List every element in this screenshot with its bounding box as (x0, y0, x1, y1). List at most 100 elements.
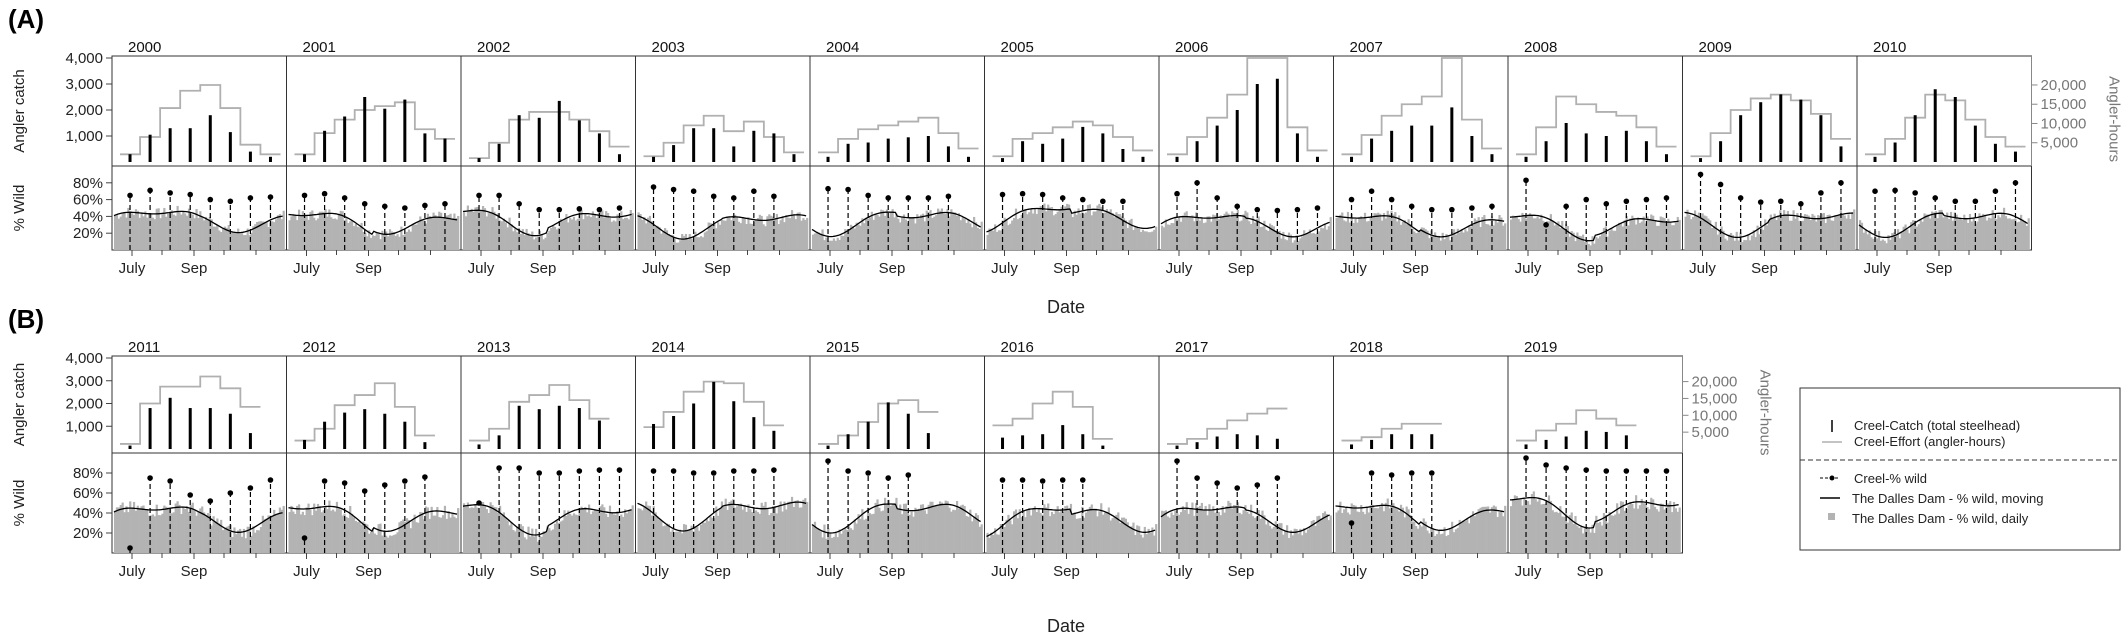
daily-wild-bar (815, 528, 818, 553)
daily-wild-bar (276, 513, 280, 553)
daily-wild-bar (1671, 225, 1674, 250)
daily-wild-bar (605, 513, 608, 553)
daily-wild-bar (588, 504, 591, 553)
daily-wild-bar (1090, 504, 1093, 553)
daily-wild-bar (1544, 503, 1547, 553)
daily-wild-bar (140, 213, 143, 250)
daily-wild-bar (1210, 509, 1213, 553)
daily-wild-bar (136, 210, 139, 250)
daily-wild-bar (1343, 220, 1346, 250)
creel-wild-point (730, 468, 737, 474)
daily-wild-bar (402, 519, 405, 553)
x-tick-label: Sep (1228, 260, 1255, 277)
daily-wild-bar (1128, 220, 1131, 250)
daily-wild-bar (1822, 213, 1825, 250)
daily-wild-bar (1344, 221, 1348, 250)
daily-wild-bar (897, 218, 900, 250)
daily-wild-bar (267, 515, 270, 553)
daily-wild-bar (239, 233, 242, 250)
daily-wild-bar (1612, 230, 1615, 250)
daily-wild-bar (751, 224, 754, 250)
daily-wild-bar (1595, 237, 1598, 250)
daily-wild-bar (707, 521, 710, 553)
daily-wild-bar (1196, 507, 1200, 553)
daily-wild-bar (1064, 506, 1067, 553)
daily-wild-bar (1009, 223, 1012, 250)
daily-wild-bar (438, 211, 441, 250)
daily-wild-bar (1111, 213, 1114, 250)
daily-wild-bar (1659, 216, 1662, 250)
daily-wild-bar (246, 526, 249, 553)
daily-wild-bar (417, 221, 420, 250)
creel-wild-point (1120, 198, 1126, 205)
daily-wild-bar (371, 528, 375, 553)
daily-wild-bar (1244, 210, 1247, 250)
year-label: 2011 (128, 339, 160, 356)
daily-wild-series (1335, 498, 1507, 553)
daily-wild-bar (698, 530, 701, 553)
daily-wild-bar (504, 517, 507, 553)
daily-wild-bar (1765, 225, 1769, 250)
creel-wild-point (1408, 470, 1415, 476)
daily-wild-bar (1642, 503, 1645, 553)
daily-wild-bar (667, 524, 671, 553)
daily-wild-bar (146, 509, 149, 553)
creel-wild-point (516, 465, 522, 471)
daily-wild-bar (1619, 501, 1623, 553)
daily-wild-bar (743, 505, 746, 553)
daily-wild-bar (961, 216, 964, 250)
daily-wild-bar (1904, 224, 1907, 250)
daily-wild-bar (352, 517, 356, 553)
daily-wild-bar (542, 239, 545, 250)
daily-wild-bar (1248, 513, 1251, 553)
daily-wild-bar (1705, 216, 1708, 250)
daily-wild-bar (123, 212, 126, 250)
daily-wild-bar (1200, 502, 1203, 553)
daily-wild-bar (849, 528, 853, 553)
daily-wild-bar (516, 527, 519, 553)
daily-wild-bar (910, 218, 913, 250)
daily-wild-bar (625, 513, 629, 553)
daily-wild-bar (764, 226, 767, 250)
daily-wild-bar (1251, 215, 1255, 250)
daily-wild-bar (1083, 517, 1086, 553)
daily-wild-bar (1143, 526, 1146, 553)
daily-wild-bar (320, 512, 323, 553)
daily-wild-bar (1394, 508, 1397, 553)
daily-wild-bar (1024, 517, 1027, 553)
daily-wild-bar (282, 506, 285, 553)
daily-wild-bar (1117, 214, 1120, 250)
daily-wild-bar (783, 222, 786, 250)
daily-wild-bar (992, 534, 995, 553)
daily-wild-bar (1308, 229, 1311, 250)
daily-wild-bar (1462, 520, 1465, 553)
daily-wild-bar (1005, 519, 1008, 553)
daily-wild-bar (1001, 525, 1004, 553)
daily-wild-bar (608, 217, 612, 250)
daily-wild-bar (1132, 229, 1135, 250)
daily-wild-bar (1398, 215, 1401, 250)
daily-wild-bar (648, 215, 652, 250)
daily-wild-bar (1388, 508, 1391, 553)
daily-wild-bar (180, 514, 183, 553)
daily-wild-bar (1942, 217, 1945, 250)
daily-wild-bar (1318, 515, 1321, 553)
creel-wild-point (1697, 171, 1704, 178)
daily-wild-bar (1843, 215, 1846, 250)
daily-wild-bar (601, 504, 604, 553)
daily-wild-bar (1576, 232, 1579, 250)
daily-wild-bar (409, 528, 412, 553)
daily-wild-bar (351, 513, 354, 553)
daily-wild-bar (625, 217, 629, 250)
creel-wild-point (1838, 180, 1844, 186)
daily-wild-bar (1915, 226, 1919, 250)
daily-wild-bar (664, 525, 667, 553)
daily-wild-bar (538, 535, 541, 553)
x-tick-label: July (293, 260, 320, 277)
creel-wild-point (381, 482, 388, 488)
daily-wild-bar (474, 504, 477, 553)
daily-wild-bar (206, 513, 210, 553)
daily-wild-bar (184, 508, 187, 553)
effort-step-line (1167, 407, 1288, 445)
